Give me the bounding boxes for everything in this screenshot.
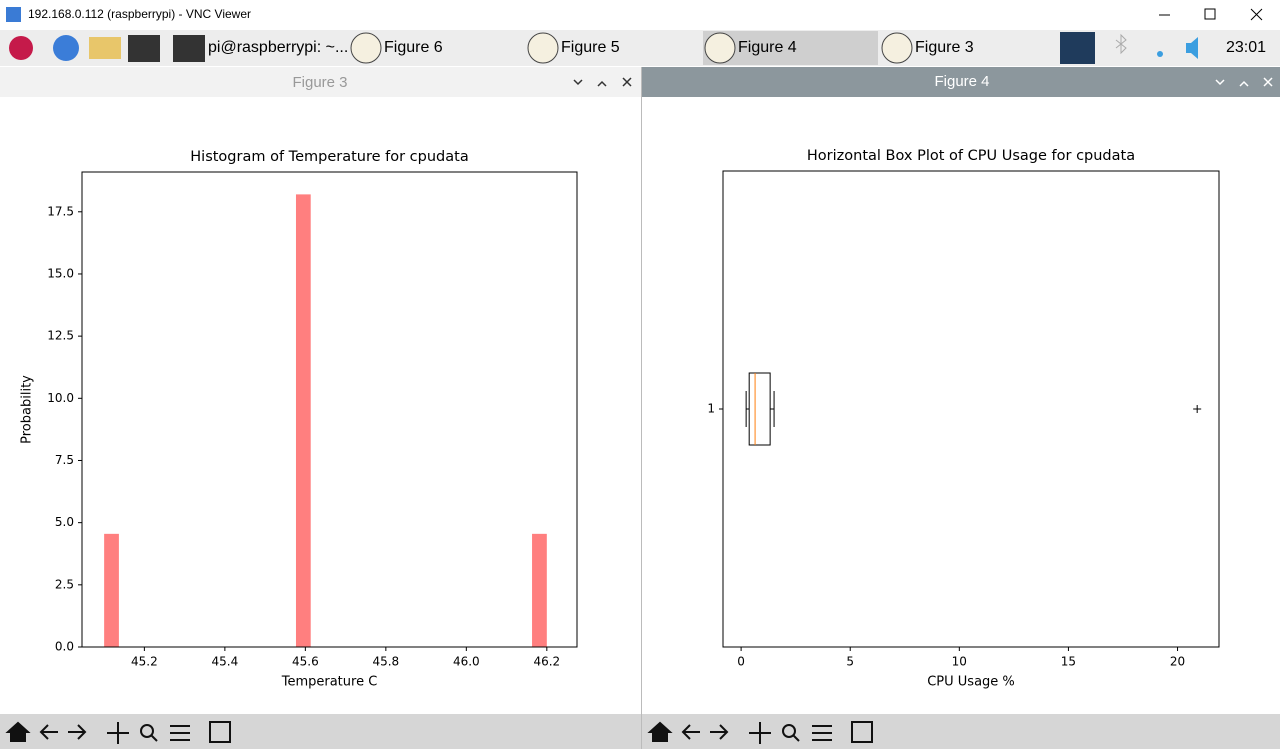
plot-area bbox=[723, 171, 1219, 647]
task-label[interactable]: Figure 6 bbox=[384, 39, 443, 56]
panel-title: Figure 4 bbox=[934, 73, 989, 90]
y-tick-label: 2.5 bbox=[55, 577, 74, 591]
chart-title: Horizontal Box Plot of CPU Usage for cpu… bbox=[807, 148, 1135, 164]
task-label[interactable]: Figure 5 bbox=[561, 39, 620, 56]
toolbar bbox=[642, 714, 1280, 749]
app-icon bbox=[6, 7, 21, 22]
figure-icon[interactable] bbox=[704, 32, 736, 64]
x-axis-label: CPU Usage % bbox=[927, 675, 1015, 690]
bar bbox=[532, 533, 547, 647]
y-tick-label: 12.5 bbox=[47, 329, 74, 343]
wifi-icon[interactable] bbox=[1157, 51, 1163, 57]
y-tick-label: 10.0 bbox=[47, 391, 74, 405]
x-tick-label: 45.8 bbox=[372, 655, 399, 669]
y-tick-label: 0.0 bbox=[55, 640, 74, 654]
bluetooth-icon[interactable] bbox=[1115, 33, 1127, 55]
x-axis-label: Temperature C bbox=[281, 675, 378, 690]
files-icon[interactable] bbox=[89, 37, 121, 59]
task-label[interactable]: pi@raspberrypi: ~... bbox=[208, 39, 348, 56]
terminal-icon[interactable] bbox=[128, 35, 160, 62]
task-label[interactable]: Figure 3 bbox=[915, 39, 974, 56]
axes-frame bbox=[722, 170, 1220, 648]
y-axis-label: Probability bbox=[20, 375, 35, 444]
y-tick-label: 17.5 bbox=[47, 204, 74, 218]
x-tick-label: 20 bbox=[1170, 655, 1185, 669]
x-tick-label: 45.4 bbox=[212, 655, 239, 669]
chart-title: Histogram of Temperature for cpudata bbox=[190, 149, 468, 165]
x-tick-label: 45.2 bbox=[131, 655, 158, 669]
window-title: 192.168.0.112 (raspberrypi) - VNC Viewer bbox=[28, 7, 251, 21]
volume-icon[interactable] bbox=[1186, 37, 1198, 59]
figure-icon[interactable] bbox=[881, 32, 913, 64]
clock: 23:01 bbox=[1226, 39, 1266, 56]
menu-icon[interactable] bbox=[9, 36, 33, 60]
panel-controls[interactable] bbox=[573, 77, 632, 87]
vnc-tray-icon[interactable] bbox=[1060, 32, 1095, 64]
x-tick-label: 45.6 bbox=[292, 655, 319, 669]
browser-icon[interactable] bbox=[53, 35, 79, 61]
maximize[interactable] bbox=[1204, 8, 1216, 20]
box bbox=[748, 372, 771, 446]
panel-header bbox=[642, 67, 1280, 97]
bar bbox=[104, 533, 119, 647]
panel-controls[interactable] bbox=[1215, 77, 1273, 87]
panel-title: Figure 3 bbox=[292, 74, 347, 91]
title-bar bbox=[0, 0, 1280, 30]
toolbar bbox=[0, 714, 641, 749]
x-tick-label: 5 bbox=[846, 655, 854, 669]
y-tick-label: 5.0 bbox=[55, 515, 74, 529]
y-tick-label: 1 bbox=[707, 402, 715, 416]
toolbar-icons[interactable] bbox=[5, 721, 873, 744]
plot-area bbox=[82, 172, 577, 647]
figure-icon[interactable] bbox=[350, 32, 382, 64]
x-tick-label: 15 bbox=[1061, 655, 1076, 669]
x-tick-label: 0 bbox=[737, 655, 745, 669]
x-tick-label: 46.0 bbox=[453, 655, 480, 669]
x-tick-label: 46.2 bbox=[533, 655, 560, 669]
x-tick-label: 10 bbox=[952, 655, 967, 669]
terminal-task-icon[interactable] bbox=[173, 35, 205, 62]
y-tick-label: 15.0 bbox=[47, 266, 74, 280]
y-tick-label: 7.5 bbox=[55, 453, 74, 467]
flier bbox=[1193, 405, 1202, 413]
close[interactable] bbox=[1250, 8, 1263, 21]
figure-icon[interactable] bbox=[527, 32, 559, 64]
task-label[interactable]: Figure 4 bbox=[738, 39, 797, 56]
panel-header bbox=[0, 67, 641, 97]
bar bbox=[295, 194, 311, 647]
axes-frame bbox=[81, 171, 578, 648]
